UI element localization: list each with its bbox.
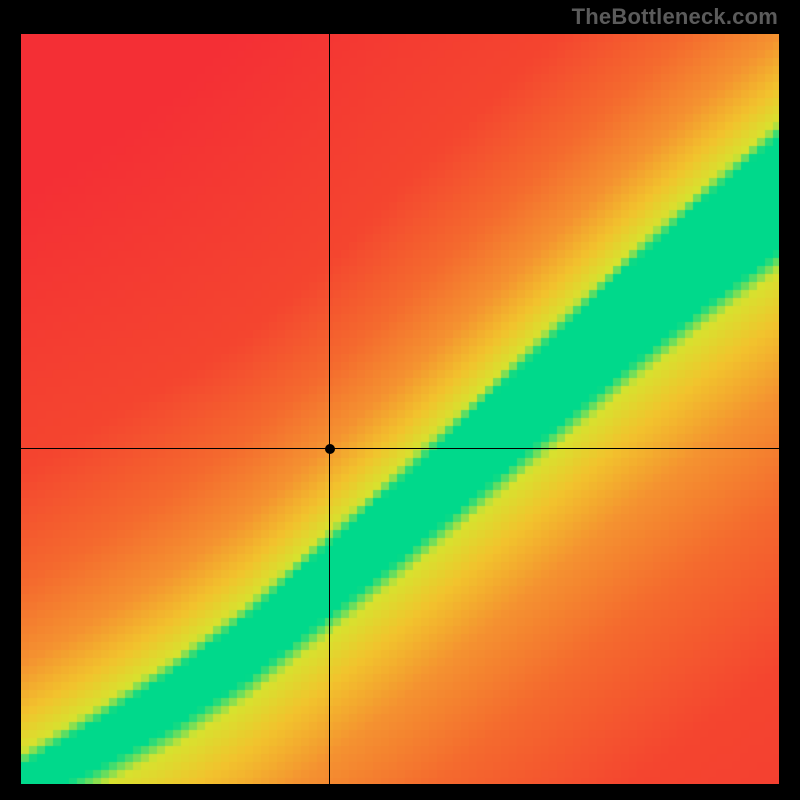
crosshair-marker (325, 444, 335, 454)
crosshair-vertical (329, 34, 330, 784)
watermark-text: TheBottleneck.com (572, 4, 778, 30)
crosshair-horizontal (21, 448, 779, 449)
outer-frame: TheBottleneck.com (0, 0, 800, 800)
heatmap-canvas (21, 34, 779, 784)
heatmap-plot (21, 34, 779, 784)
